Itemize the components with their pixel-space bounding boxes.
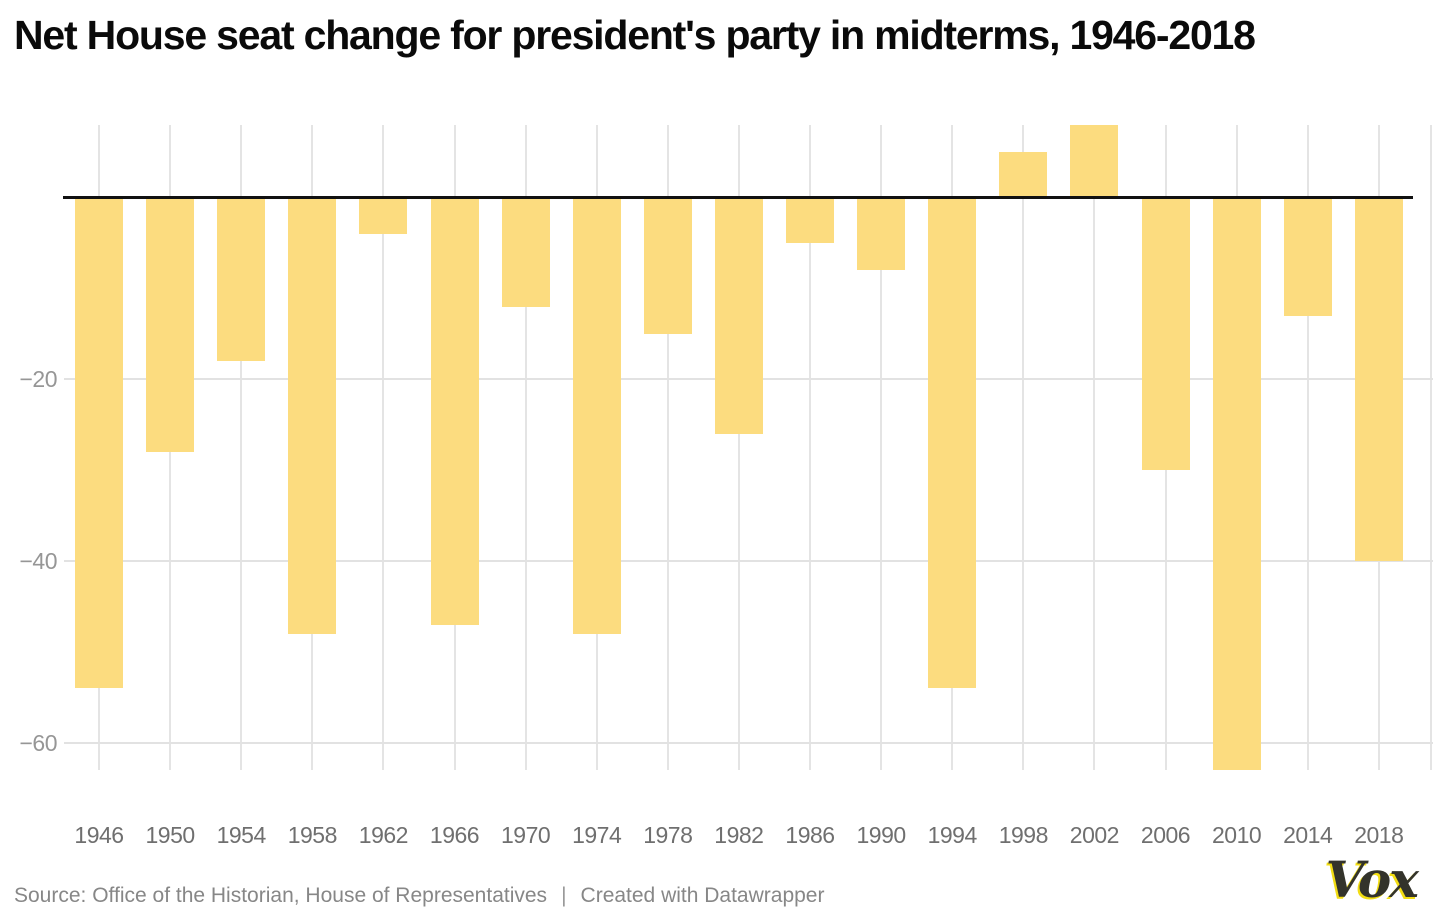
horizontal-gridline--60 [64,741,1433,744]
x-axis-label-1946: 1946 [74,822,124,848]
x-axis-label-1990: 1990 [856,822,907,848]
y-axis-label--60: −60 [19,729,57,756]
bar-2006[interactable] [1141,197,1190,471]
y-axis-label--20: −20 [19,366,57,393]
bar-2018[interactable] [1354,197,1403,562]
bar-1974[interactable] [572,197,621,634]
bar-1958[interactable] [288,197,337,634]
bar-1962[interactable] [359,197,408,234]
vertical-gridline-1978 [666,125,669,770]
vertical-gridline-1986 [809,125,811,770]
y-axis-label--40: −40 [19,548,57,575]
vertical-gridline-right-edge [1430,125,1432,770]
bar-1950[interactable] [146,197,195,453]
vertical-gridline-1982 [737,125,740,770]
x-axis-label-2014: 2014 [1283,822,1333,848]
x-axis-label-2010: 2010 [1212,822,1262,848]
x-axis-label-2018: 2018 [1354,822,1404,848]
vertical-gridline-2002 [1093,125,1096,770]
bar-1998[interactable] [999,152,1048,198]
vertical-gridline-1962 [382,125,385,770]
vertical-gridline-1990 [880,125,883,770]
bar-2010[interactable] [1212,197,1261,770]
vertical-gridline-1998 [1022,125,1025,770]
x-axis-label-1950: 1950 [145,822,196,848]
x-axis-label-2002: 2002 [1069,822,1120,848]
vertical-gridline-1970 [524,125,527,770]
vertical-gridline-1954 [240,125,243,770]
bar-1966[interactable] [430,197,479,625]
x-axis-label-1966: 1966 [429,822,480,848]
bar-1978[interactable] [643,197,692,334]
bar-1946[interactable] [75,197,123,689]
source-text: Source: Office of the Historian, House o… [14,884,548,907]
vox-logo: Vox [1325,850,1419,909]
bar-1970[interactable] [501,197,550,307]
x-axis-label-1978: 1978 [643,822,693,848]
x-axis-label-1998: 1998 [998,822,1049,848]
bar-1982[interactable] [714,197,763,434]
source-line: Source: Office of the Historian, House o… [14,884,824,908]
horizontal-gridline--40 [64,560,1433,563]
x-axis-label-1974: 1974 [572,822,622,848]
bar-1994[interactable] [928,197,977,689]
bar-1990[interactable] [857,197,906,271]
bar-1954[interactable] [217,197,266,362]
x-axis-label-1986: 1986 [785,822,835,848]
bar-2014[interactable] [1283,197,1332,316]
x-axis-label-1982: 1982 [714,822,764,848]
chart-title: Net House seat change for president's pa… [14,12,1256,58]
source-separator: | [561,884,567,907]
x-axis-label-1962: 1962 [358,822,409,848]
vertical-gridline-2014 [1306,125,1309,770]
zero-baseline [63,196,1413,200]
bar-2002[interactable] [1070,125,1119,198]
attribution-text: Created with Datawrapper [580,884,825,907]
x-axis-label-2006: 2006 [1140,822,1191,848]
x-axis-label-1994: 1994 [927,822,978,848]
x-axis-label-1970: 1970 [501,822,551,848]
x-axis-label-1954: 1954 [216,822,267,848]
bar-1986[interactable] [786,197,834,244]
x-axis-label-1958: 1958 [287,822,338,848]
